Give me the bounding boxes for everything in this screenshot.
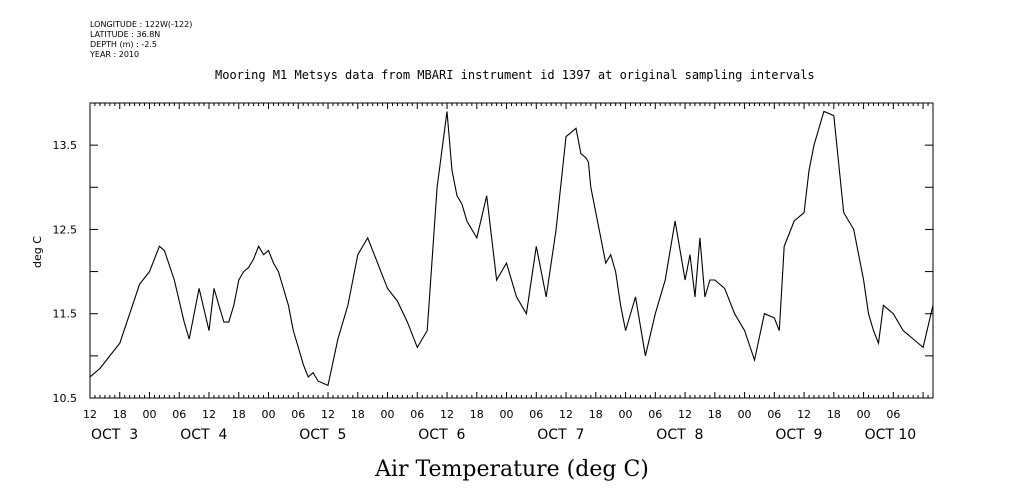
- x-day-label: OCT 7: [537, 427, 584, 443]
- depth-label: DEPTH (m) : -2.5: [90, 40, 157, 49]
- metadata-block: LONGITUDE : 122W(-122) LATITUDE : 36.8N …: [90, 20, 192, 60]
- x-axis-label: Air Temperature (deg C): [374, 457, 649, 482]
- year-label: YEAR : 2010: [90, 50, 140, 59]
- x-day-label: OCT 8: [656, 427, 703, 443]
- x-tick-label: 06: [886, 408, 900, 421]
- plot-frame: [89, 102, 934, 399]
- y-tick-label: 11.5: [53, 308, 78, 321]
- chart-title: Mooring M1 Metsys data from MBARI instru…: [215, 68, 815, 82]
- x-tick-label: 06: [648, 408, 662, 421]
- x-tick-label: 12: [559, 408, 573, 421]
- y-axis-label: deg C: [31, 236, 44, 268]
- x-tick-label: 00: [381, 408, 395, 421]
- x-day-label: OCT 3: [91, 427, 138, 443]
- series-air-temperature: [89, 110, 934, 387]
- plot-border: [89, 102, 934, 399]
- longitude-label: LONGITUDE : 122W(-122): [90, 20, 193, 29]
- x-tick-label: 06: [291, 408, 305, 421]
- x-tick-label: 12: [797, 408, 811, 421]
- x-tick-label: 18: [351, 408, 365, 421]
- x-tick-label: 00: [143, 408, 157, 421]
- x-tick-label: 12: [202, 408, 216, 421]
- air-temperature-line: [89, 110, 934, 387]
- x-tick-label: 06: [172, 408, 186, 421]
- x-tick-label: 18: [827, 408, 841, 421]
- x-day-label: OCT 5: [299, 427, 346, 443]
- x-tick-label: 12: [321, 408, 335, 421]
- x-tick-label: 00: [619, 408, 633, 421]
- x-tick-label: 00: [262, 408, 276, 421]
- y-axis-ticks: 10.5 11.5 12.5 13.5: [53, 102, 933, 405]
- x-tick-label: 06: [767, 408, 781, 421]
- x-tick-label: 12: [440, 408, 454, 421]
- y-tick-label: 13.5: [53, 139, 78, 152]
- x-tick-label: 06: [410, 408, 424, 421]
- x-tick-label: 18: [232, 408, 246, 421]
- x-tick-label: 06: [529, 408, 543, 421]
- x-tick-label: 18: [470, 408, 484, 421]
- y-tick-label: 10.5: [53, 392, 78, 405]
- x-day-label: OCT 9: [775, 427, 822, 443]
- x-tick-label: 00: [500, 408, 514, 421]
- x-day-label: OCT 6: [418, 427, 465, 443]
- latitude-label: LATITUDE : 36.8N: [90, 30, 161, 39]
- x-tick-label: 00: [857, 408, 871, 421]
- x-day-label: OCT 4: [180, 427, 227, 443]
- x-day-label: OCT 10: [865, 427, 917, 443]
- x-tick-label: 00: [738, 408, 752, 421]
- x-axis-ticks: 12 18 00 06 12 18 00 06 12 18 00 06 12 18 00 06 12 18 00 06…: [83, 408, 916, 443]
- x-tick-label: 12: [678, 408, 692, 421]
- x-tick-label: 12: [83, 408, 97, 421]
- x-tick-label: 18: [589, 408, 603, 421]
- x-tick-label: 18: [113, 408, 127, 421]
- x-tick-label: 18: [708, 408, 722, 421]
- y-tick-label: 12.5: [53, 223, 78, 236]
